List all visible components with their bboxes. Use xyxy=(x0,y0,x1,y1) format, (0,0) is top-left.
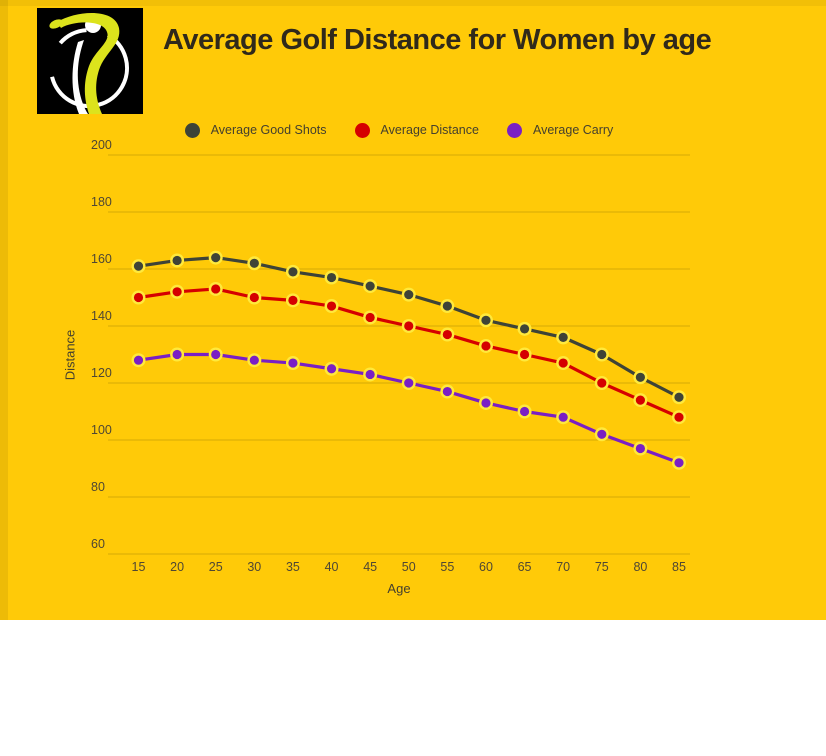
data-point-marker[interactable] xyxy=(249,355,259,365)
data-point-marker[interactable] xyxy=(326,364,337,374)
x-tick-label: 80 xyxy=(633,560,647,574)
x-tick-label: 50 xyxy=(402,560,416,574)
y-tick-label: 160 xyxy=(91,252,112,266)
chart-panel: 200 180 160 140 120 100 80 60 15 20 25 30 35 40 45 50 55… xyxy=(0,0,826,620)
data-point-marker[interactable] xyxy=(558,412,568,422)
data-point-marker[interactable] xyxy=(481,315,491,325)
y-tick-label: 200 xyxy=(91,138,112,152)
data-point-marker[interactable] xyxy=(133,292,144,303)
x-tick-label: 75 xyxy=(595,560,609,574)
x-axis-title: Age xyxy=(387,581,411,596)
data-point-marker[interactable] xyxy=(172,287,182,297)
data-point-marker[interactable] xyxy=(288,267,298,277)
data-point-marker[interactable] xyxy=(249,258,259,268)
y-tick-label: 180 xyxy=(91,195,112,209)
data-point-marker[interactable] xyxy=(481,341,491,351)
data-point-marker[interactable] xyxy=(442,301,452,311)
data-point-marker[interactable] xyxy=(211,284,221,294)
data-point-marker[interactable] xyxy=(635,443,645,454)
y-tick-label: 120 xyxy=(91,366,112,380)
data-point-marker[interactable] xyxy=(558,358,568,368)
legend-dot-average-distance xyxy=(354,122,370,138)
data-point-marker[interactable] xyxy=(365,312,375,323)
data-point-marker[interactable] xyxy=(519,349,530,360)
data-point-marker[interactable] xyxy=(326,301,337,311)
data-point-marker[interactable] xyxy=(442,386,452,397)
data-point-marker[interactable] xyxy=(133,355,144,365)
data-point-marker[interactable] xyxy=(404,378,414,388)
x-tick-label: 45 xyxy=(363,560,377,574)
data-point-marker[interactable] xyxy=(365,369,375,380)
data-point-marker[interactable] xyxy=(597,378,607,388)
legend-label-average-distance: Average Distance xyxy=(380,123,479,137)
x-tick-label: 85 xyxy=(672,560,686,574)
chart-title: Average Golf Distance for Women by age xyxy=(163,24,712,56)
data-point-marker[interactable] xyxy=(597,429,607,439)
data-point-marker[interactable] xyxy=(674,412,684,422)
legend-item-average-good-shots[interactable]: Average Good Shots xyxy=(184,122,327,138)
data-point-marker[interactable] xyxy=(519,324,530,334)
series-line xyxy=(136,352,681,465)
legend-label-average-carry: Average Carry xyxy=(532,123,614,137)
data-point-marker[interactable] xyxy=(442,329,452,340)
data-point-marker[interactable] xyxy=(635,395,645,405)
data-point-marker[interactable] xyxy=(211,349,221,360)
data-point-marker[interactable] xyxy=(288,358,298,368)
y-tick-label: 80 xyxy=(91,480,105,494)
top-edge-shade xyxy=(0,0,826,6)
legend-dot-average-good-shots xyxy=(184,122,200,138)
bottom-whitespace xyxy=(0,620,826,756)
x-tick-label: 60 xyxy=(479,560,493,574)
y-tick-label: 60 xyxy=(91,537,105,551)
site-logo[interactable] xyxy=(37,8,143,114)
left-edge-shade xyxy=(0,0,8,620)
x-tick-label: 30 xyxy=(247,560,261,574)
legend-dot-average-carry xyxy=(506,122,522,138)
x-tick-label: 20 xyxy=(170,560,184,574)
data-point-marker[interactable] xyxy=(326,272,337,283)
data-point-marker[interactable] xyxy=(597,349,607,360)
x-tick-label: 55 xyxy=(440,560,454,574)
x-tick-label: 25 xyxy=(209,560,223,574)
data-point-marker[interactable] xyxy=(133,261,144,271)
data-point-marker[interactable] xyxy=(404,321,414,331)
data-point-marker[interactable] xyxy=(635,372,645,382)
line-chart[interactable]: 200 180 160 140 120 100 80 60 15 20 25 30 35 40 45 50 55… xyxy=(0,0,826,620)
data-point-marker[interactable] xyxy=(288,295,298,305)
data-point-marker[interactable] xyxy=(172,349,182,360)
data-point-marker[interactable] xyxy=(481,398,491,408)
y-tick-label: 100 xyxy=(91,423,112,437)
data-point-marker[interactable] xyxy=(249,292,259,303)
data-point-marker[interactable] xyxy=(519,406,530,417)
x-tick-label: 35 xyxy=(286,560,300,574)
y-tick-label: 140 xyxy=(91,309,112,323)
x-tick-label: 15 xyxy=(132,560,146,574)
data-point-marker[interactable] xyxy=(365,281,375,291)
legend-item-average-carry[interactable]: Average Carry xyxy=(506,122,614,138)
data-point-marker[interactable] xyxy=(674,458,684,468)
legend-label-average-good-shots: Average Good Shots xyxy=(210,123,327,137)
data-point-marker[interactable] xyxy=(404,290,414,300)
legend-item-average-distance[interactable]: Average Distance xyxy=(354,122,479,138)
x-tick-label: 40 xyxy=(325,560,339,574)
data-point-marker[interactable] xyxy=(211,253,221,263)
chart-legend: Average Good Shots Average Distance Aver… xyxy=(108,120,690,140)
data-point-marker[interactable] xyxy=(172,255,182,266)
x-tick-label: 70 xyxy=(556,560,570,574)
data-point-marker[interactable] xyxy=(674,392,684,402)
golfer-swing-icon xyxy=(37,8,143,114)
data-point-marker[interactable] xyxy=(558,332,568,342)
y-axis-title: Distance xyxy=(62,329,78,381)
x-tick-label: 65 xyxy=(518,560,532,574)
